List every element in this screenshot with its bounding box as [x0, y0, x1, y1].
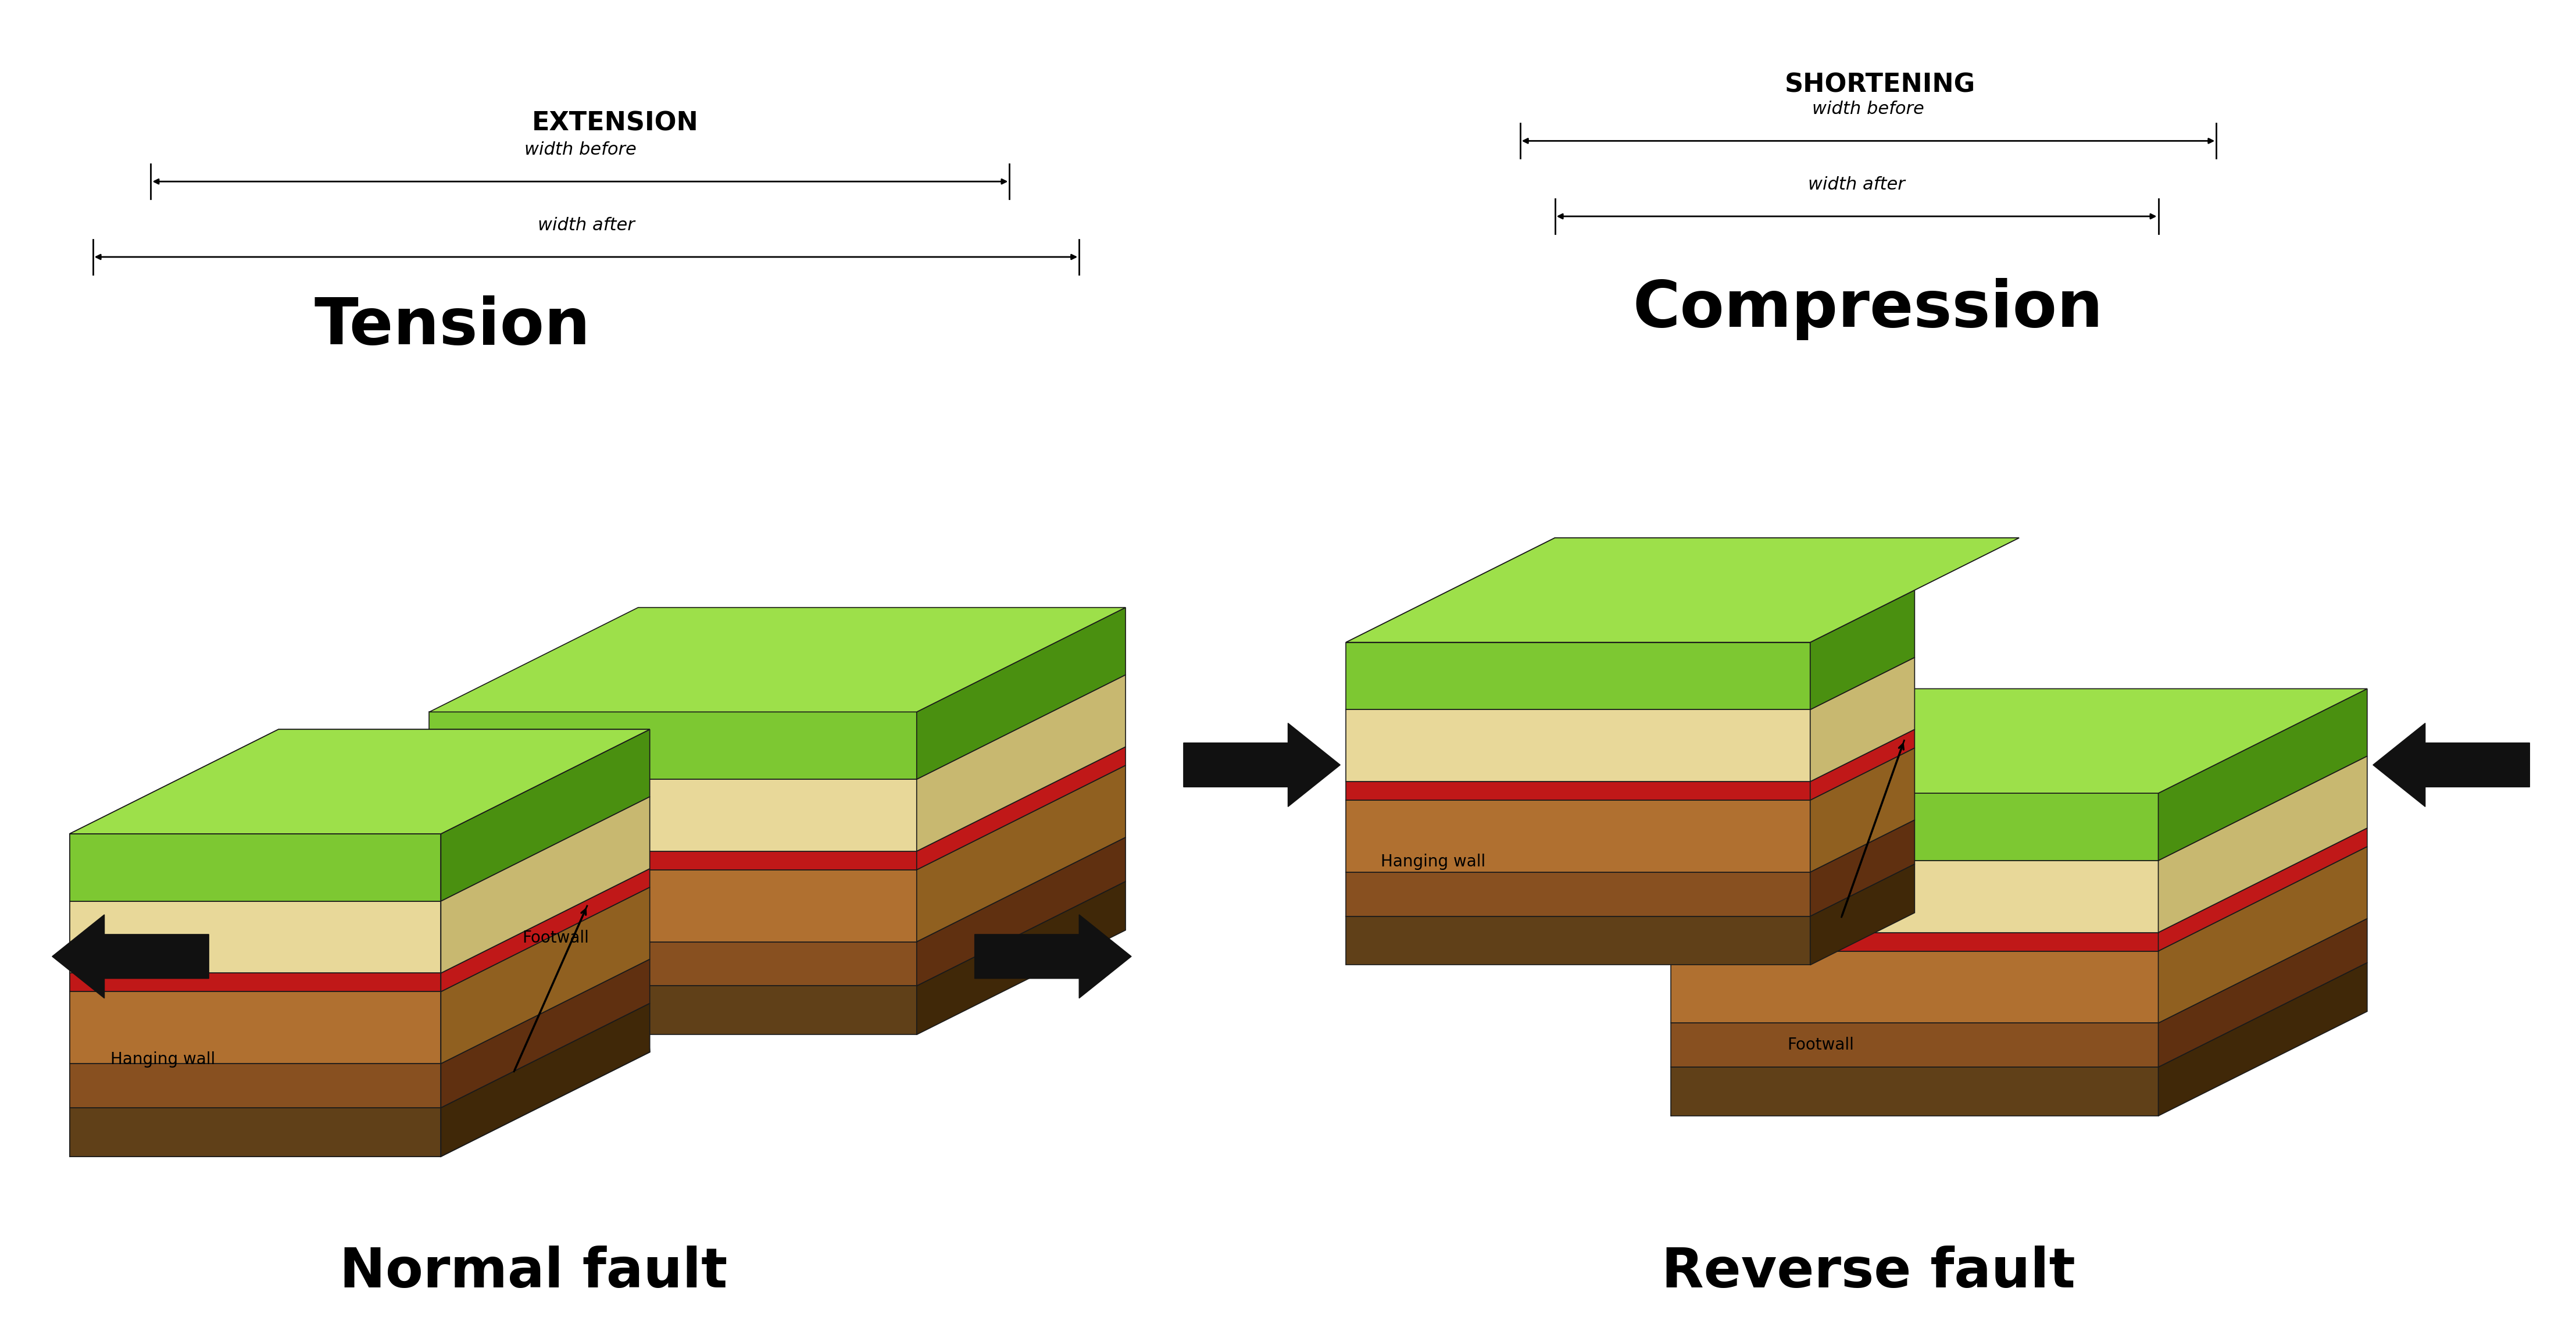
- Polygon shape: [1811, 590, 1914, 709]
- Polygon shape: [70, 1108, 440, 1156]
- Polygon shape: [430, 712, 917, 779]
- Polygon shape: [1672, 860, 2159, 933]
- Polygon shape: [917, 838, 1126, 986]
- Polygon shape: [70, 991, 440, 1064]
- Polygon shape: [917, 765, 1126, 942]
- Text: width before: width before: [1811, 100, 1924, 118]
- Polygon shape: [917, 882, 1126, 1034]
- Polygon shape: [1347, 872, 1811, 917]
- Polygon shape: [1811, 864, 1914, 965]
- Text: EXTENSION: EXTENSION: [531, 111, 698, 136]
- Polygon shape: [917, 607, 1126, 779]
- Polygon shape: [1811, 748, 1914, 872]
- Polygon shape: [974, 915, 1131, 998]
- Polygon shape: [430, 930, 649, 1156]
- Polygon shape: [2159, 919, 2367, 1068]
- Polygon shape: [70, 729, 649, 834]
- Polygon shape: [70, 973, 440, 991]
- Polygon shape: [1672, 1024, 2159, 1068]
- Polygon shape: [70, 834, 440, 900]
- Polygon shape: [917, 674, 1126, 851]
- Polygon shape: [2159, 756, 2367, 933]
- Text: width after: width after: [1808, 177, 1906, 193]
- Polygon shape: [1347, 800, 1811, 872]
- Polygon shape: [2159, 828, 2367, 951]
- Polygon shape: [1811, 820, 1914, 917]
- Polygon shape: [440, 796, 649, 973]
- Polygon shape: [430, 870, 917, 942]
- Polygon shape: [70, 834, 440, 900]
- Polygon shape: [2372, 723, 2530, 807]
- Polygon shape: [1672, 933, 2159, 951]
- Polygon shape: [70, 991, 440, 1064]
- Text: SHORTENING: SHORTENING: [1785, 72, 1976, 98]
- Polygon shape: [1672, 689, 2367, 793]
- Polygon shape: [1347, 538, 2020, 642]
- Polygon shape: [70, 729, 649, 834]
- Polygon shape: [70, 900, 440, 973]
- Polygon shape: [440, 959, 649, 1108]
- Polygon shape: [1672, 1068, 2159, 1116]
- Polygon shape: [1347, 781, 1811, 800]
- Polygon shape: [1182, 723, 1340, 807]
- Polygon shape: [1347, 917, 1811, 965]
- Text: Reverse fault: Reverse fault: [1662, 1246, 2076, 1299]
- Polygon shape: [2159, 689, 2367, 860]
- Polygon shape: [1347, 709, 1811, 781]
- Polygon shape: [70, 973, 440, 991]
- Polygon shape: [1672, 951, 2159, 1024]
- Polygon shape: [1347, 538, 2020, 642]
- Polygon shape: [1347, 642, 1811, 709]
- Polygon shape: [440, 729, 649, 900]
- Polygon shape: [1811, 729, 1914, 800]
- Polygon shape: [440, 887, 649, 1064]
- Polygon shape: [70, 1064, 440, 1108]
- Polygon shape: [1672, 793, 2159, 860]
- Polygon shape: [2159, 847, 2367, 1024]
- Text: Tension: Tension: [314, 296, 590, 357]
- Polygon shape: [430, 779, 917, 851]
- Text: width after: width after: [538, 217, 634, 234]
- Polygon shape: [70, 900, 440, 973]
- Polygon shape: [430, 986, 917, 1034]
- Polygon shape: [70, 1108, 440, 1156]
- Text: Normal fault: Normal fault: [340, 1246, 726, 1299]
- Polygon shape: [440, 868, 649, 991]
- Text: Footwall: Footwall: [523, 930, 590, 946]
- Polygon shape: [430, 607, 1126, 712]
- Text: Compression: Compression: [1633, 278, 2105, 340]
- Polygon shape: [70, 1064, 440, 1108]
- Polygon shape: [430, 851, 917, 870]
- Text: Footwall: Footwall: [1788, 1037, 1855, 1053]
- Text: Hanging wall: Hanging wall: [1381, 854, 1486, 870]
- Polygon shape: [2159, 962, 2367, 1116]
- Text: Hanging wall: Hanging wall: [111, 1052, 214, 1068]
- Polygon shape: [1811, 657, 1914, 781]
- Polygon shape: [440, 1004, 649, 1156]
- Polygon shape: [917, 747, 1126, 870]
- Text: width before: width before: [523, 142, 636, 158]
- Polygon shape: [430, 942, 917, 986]
- Polygon shape: [1672, 860, 2020, 1116]
- Polygon shape: [52, 915, 209, 998]
